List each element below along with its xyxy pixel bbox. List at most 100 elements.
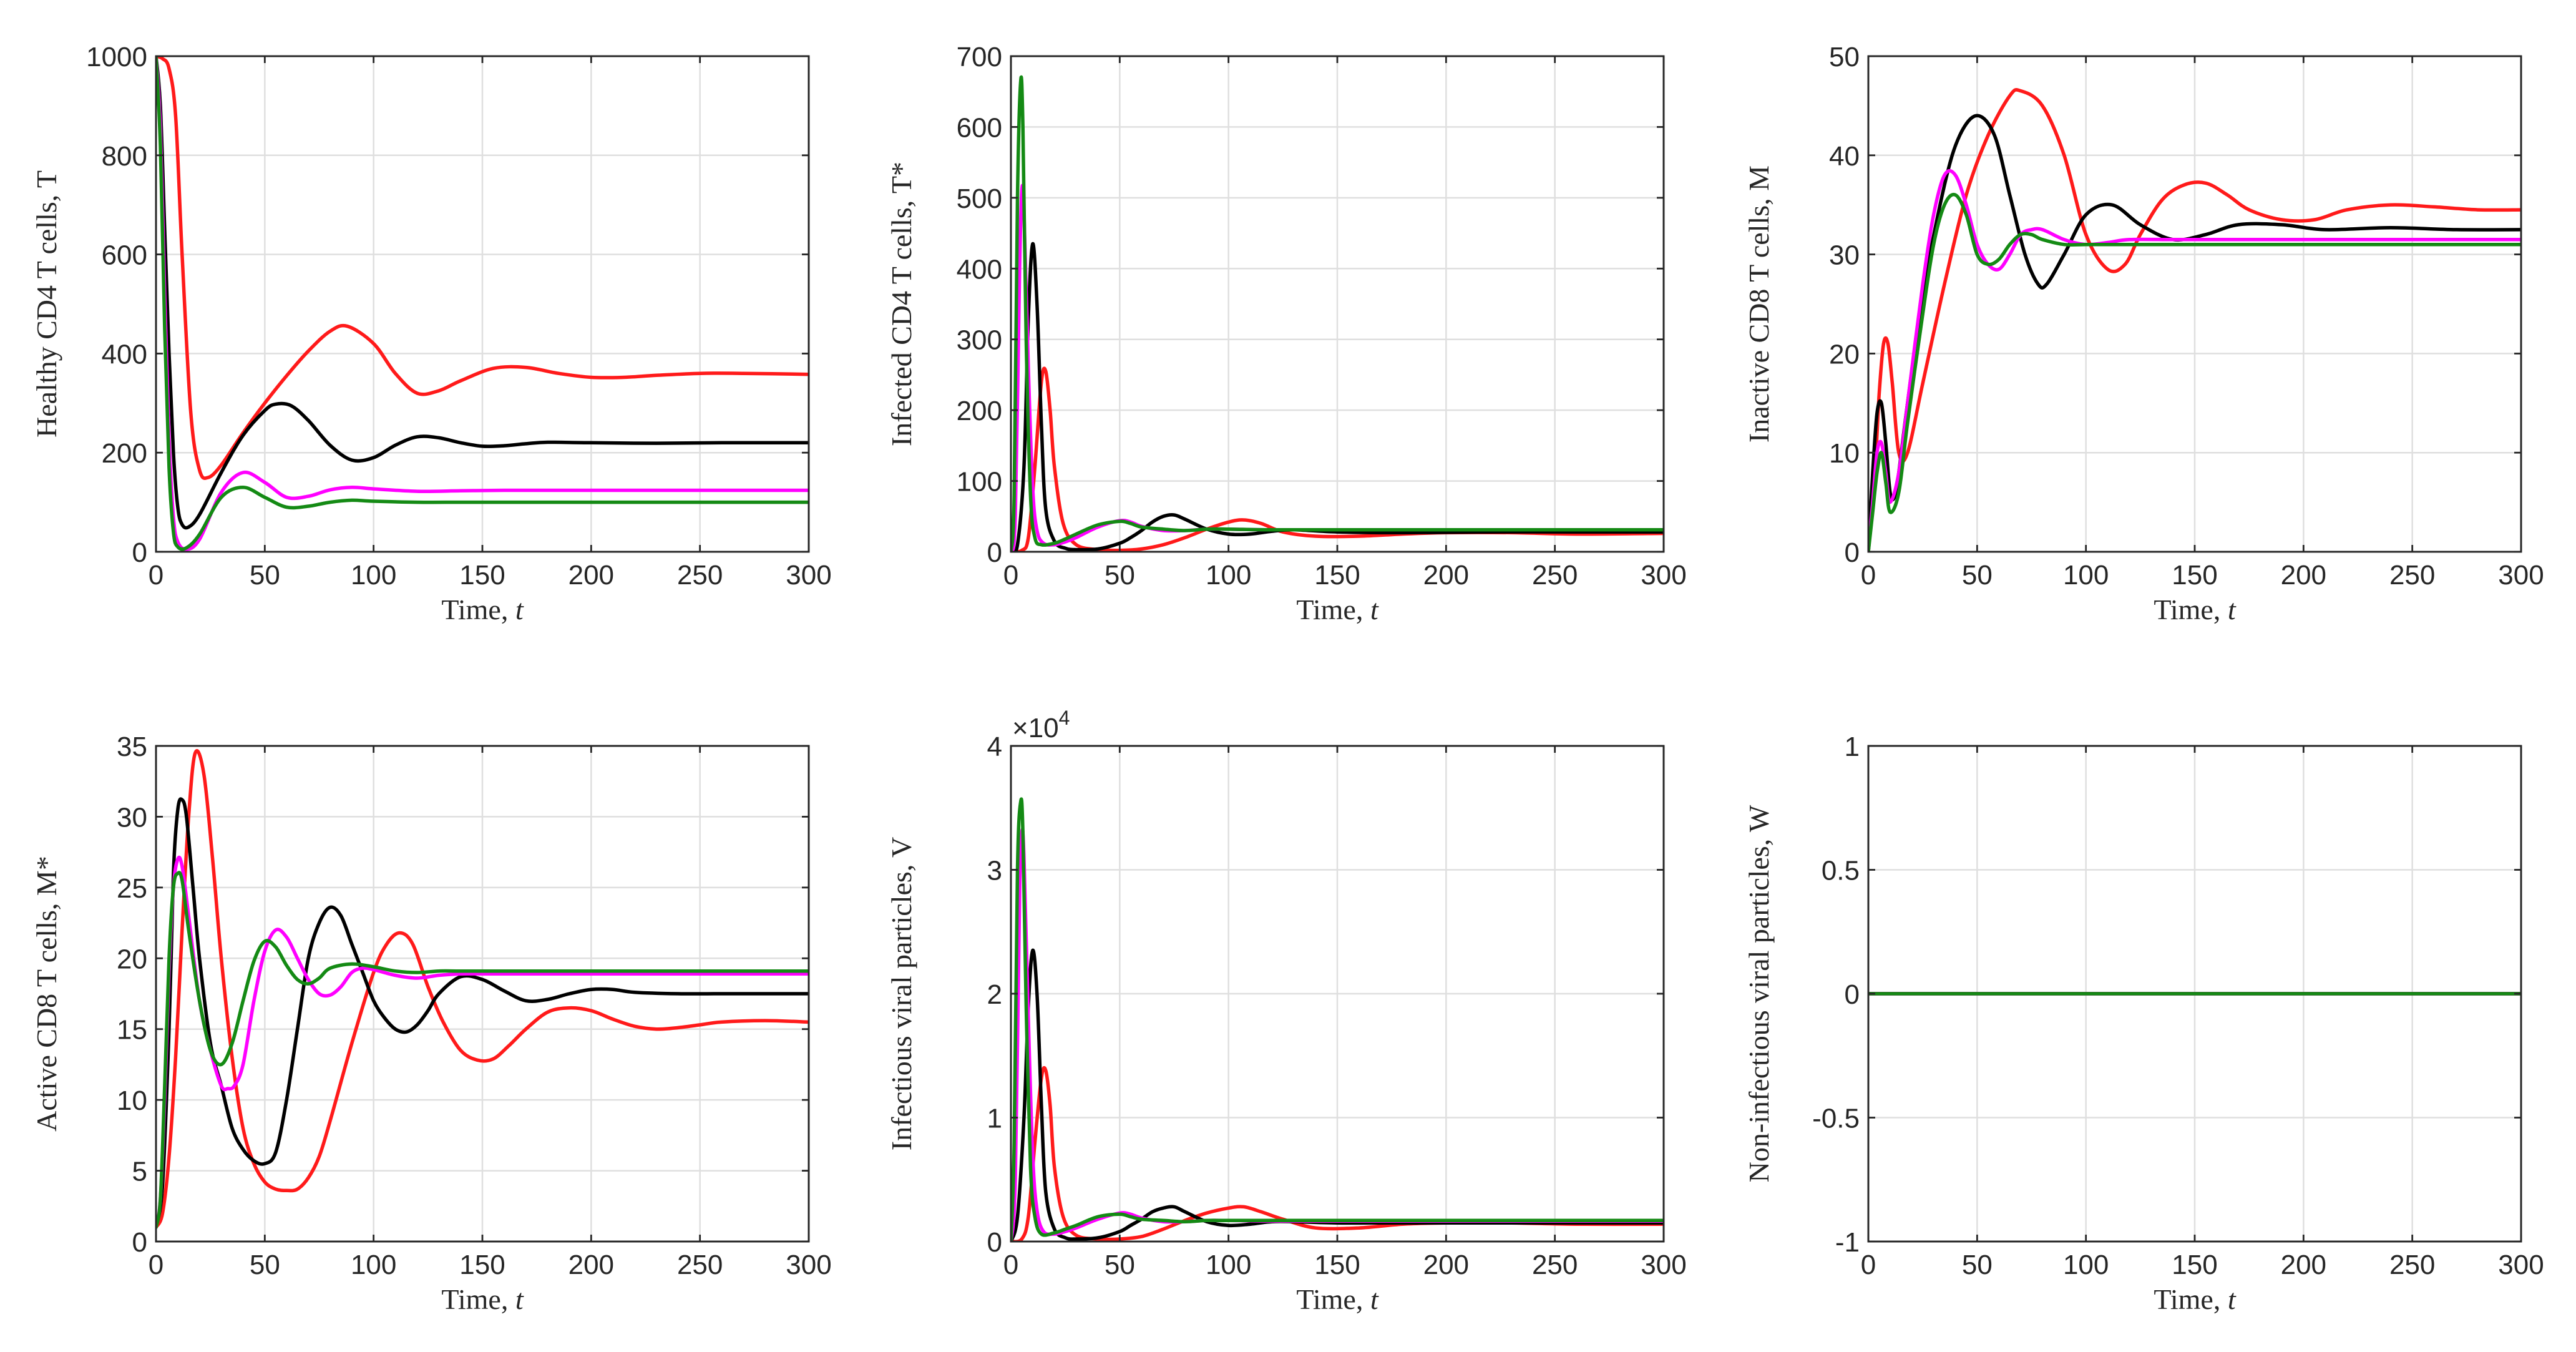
y-axis-label: Healthy CD4 T cells, T <box>31 170 62 438</box>
series-line-green <box>1011 797 1664 1242</box>
chart-infected-cd4: 0 50 100 150 200 250 300 0 100 200 300 400 500 600 700… <box>886 42 1687 625</box>
x-tick-label: 150 <box>1314 560 1360 590</box>
y-axis-label: Infectious viral particles, V <box>886 837 917 1150</box>
x-tick-label: 0 <box>1003 560 1018 590</box>
y-tick-label: 10 <box>117 1085 147 1116</box>
x-axis-label: Time, t <box>2154 594 2236 625</box>
y-tick-label: 40 <box>1829 141 1860 172</box>
y-tick-label: 2 <box>987 979 1002 1010</box>
series-group <box>1011 75 1664 552</box>
y-tick-label: -1 <box>1835 1227 1860 1258</box>
series-line-magenta <box>156 855 809 1230</box>
x-tick-label: 300 <box>786 1250 831 1280</box>
x-tick-label: 250 <box>677 560 723 590</box>
y-tick-label: 5 <box>132 1157 147 1187</box>
y-tick-label: 50 <box>1829 42 1860 72</box>
y-axis-label: Non-infectious viral particles, W <box>1743 805 1775 1182</box>
y-tick-label: 800 <box>102 141 147 172</box>
x-tick-label: 200 <box>2281 1250 2326 1280</box>
x-tick-label: 200 <box>1423 1250 1469 1280</box>
series-line-red <box>156 56 809 480</box>
x-tick-label: 200 <box>568 560 614 590</box>
series-line-black <box>156 56 809 530</box>
x-tick-label: 250 <box>2389 560 2435 590</box>
y-tick-label: 100 <box>957 467 1002 497</box>
x-tick-label: 150 <box>459 560 505 590</box>
x-tick-label: 0 <box>1861 560 1876 590</box>
x-tick-label: 200 <box>568 1250 614 1280</box>
x-tick-label: 100 <box>2063 560 2109 590</box>
x-tick-label: 300 <box>2498 1250 2544 1280</box>
y-tick-label: 10 <box>1829 438 1860 469</box>
y-tick-label: 20 <box>117 944 147 974</box>
y-tick-label: 0 <box>987 1227 1002 1258</box>
chart-inactive-cd8: 0 50 100 150 200 250 300 0 10 20 30 40 50 Time, t Inac… <box>1743 42 2544 625</box>
series-group <box>1011 797 1664 1242</box>
y-axis-label: Infected CD4 T cells, T* <box>886 162 917 446</box>
x-tick-label: 50 <box>1962 560 1993 590</box>
series-line-black <box>1011 948 1664 1242</box>
y-tick-label: 0 <box>132 537 147 568</box>
x-tick-label: 250 <box>677 1250 723 1280</box>
series-line-green <box>156 56 809 551</box>
x-axis-label: Time, t <box>1296 594 1378 625</box>
y-tick-label: 500 <box>957 184 1002 214</box>
chart-non-infectious-viral: 0 50 100 150 200 250 300 -1 -0.5 0 0.5 1 Time, t Non-… <box>1743 732 2544 1315</box>
x-tick-label: 50 <box>1962 1250 1993 1280</box>
y-tick-label: 1000 <box>86 42 147 72</box>
x-tick-label: 0 <box>1861 1250 1876 1280</box>
y-tick-label: -0.5 <box>1812 1104 1860 1134</box>
x-tick-label: 150 <box>1314 1250 1360 1280</box>
y-tick-label: 600 <box>957 112 1002 143</box>
y-tick-label: 25 <box>117 873 147 904</box>
x-tick-label: 300 <box>2498 560 2544 590</box>
series-line-green <box>1011 75 1664 552</box>
series-line-black <box>1011 242 1664 552</box>
x-tick-label: 50 <box>250 560 280 590</box>
y-tick-label: 1 <box>1845 732 1860 762</box>
x-axis-label: Time, t <box>441 594 524 625</box>
x-tick-label: 0 <box>149 560 163 590</box>
x-tick-label: 200 <box>1423 560 1469 590</box>
series-line-green <box>156 871 809 1230</box>
y-tick-label: 30 <box>117 802 147 833</box>
series-line-green <box>1868 192 2521 552</box>
y-tick-label: 4 <box>987 732 1002 762</box>
y-tick-label: 0 <box>132 1227 147 1258</box>
y-tick-label: 200 <box>102 438 147 469</box>
x-tick-label: 300 <box>1641 560 1686 590</box>
y-tick-label: 0 <box>1845 537 1860 568</box>
y-tick-label: 200 <box>957 396 1002 426</box>
x-tick-label: 100 <box>351 560 396 590</box>
series-line-black <box>1868 114 2521 552</box>
x-tick-label: 150 <box>2172 1250 2217 1280</box>
y-tick-label: 700 <box>957 42 1002 72</box>
x-tick-label: 0 <box>149 1250 163 1280</box>
x-tick-label: 200 <box>2281 560 2326 590</box>
series-group <box>156 56 809 551</box>
y-tick-label: 0 <box>1845 979 1860 1010</box>
x-tick-label: 150 <box>2172 560 2217 590</box>
x-tick-label: 300 <box>786 560 831 590</box>
y-tick-label: 20 <box>1829 339 1860 370</box>
chart-infectious-viral: 0 50 100 150 200 250 300 0 1 2 3 4 Time, t Infectious… <box>886 707 1687 1315</box>
series-group <box>156 749 809 1230</box>
x-tick-label: 50 <box>250 1250 280 1280</box>
y-tick-label: 0.5 <box>1822 856 1860 886</box>
y-tick-label: 400 <box>957 254 1002 285</box>
series-line-black <box>156 797 809 1230</box>
y-axis-label: Inactive CD8 T cells, M <box>1743 165 1775 443</box>
x-tick-label: 0 <box>1003 1250 1018 1280</box>
y-axis-exponent: ×104 <box>1012 707 1070 743</box>
y-tick-label: 3 <box>987 856 1002 886</box>
x-tick-label: 50 <box>1105 560 1135 590</box>
y-tick-label: 35 <box>117 732 147 762</box>
y-tick-label: 30 <box>1829 240 1860 271</box>
series-line-red <box>1868 88 2521 552</box>
x-axis-label: Time, t <box>2154 1283 2236 1315</box>
y-tick-label: 600 <box>102 240 147 271</box>
y-axis-label: Active CD8 T cells, M* <box>31 856 62 1132</box>
series-line-red <box>156 749 809 1230</box>
x-tick-label: 150 <box>459 1250 505 1280</box>
